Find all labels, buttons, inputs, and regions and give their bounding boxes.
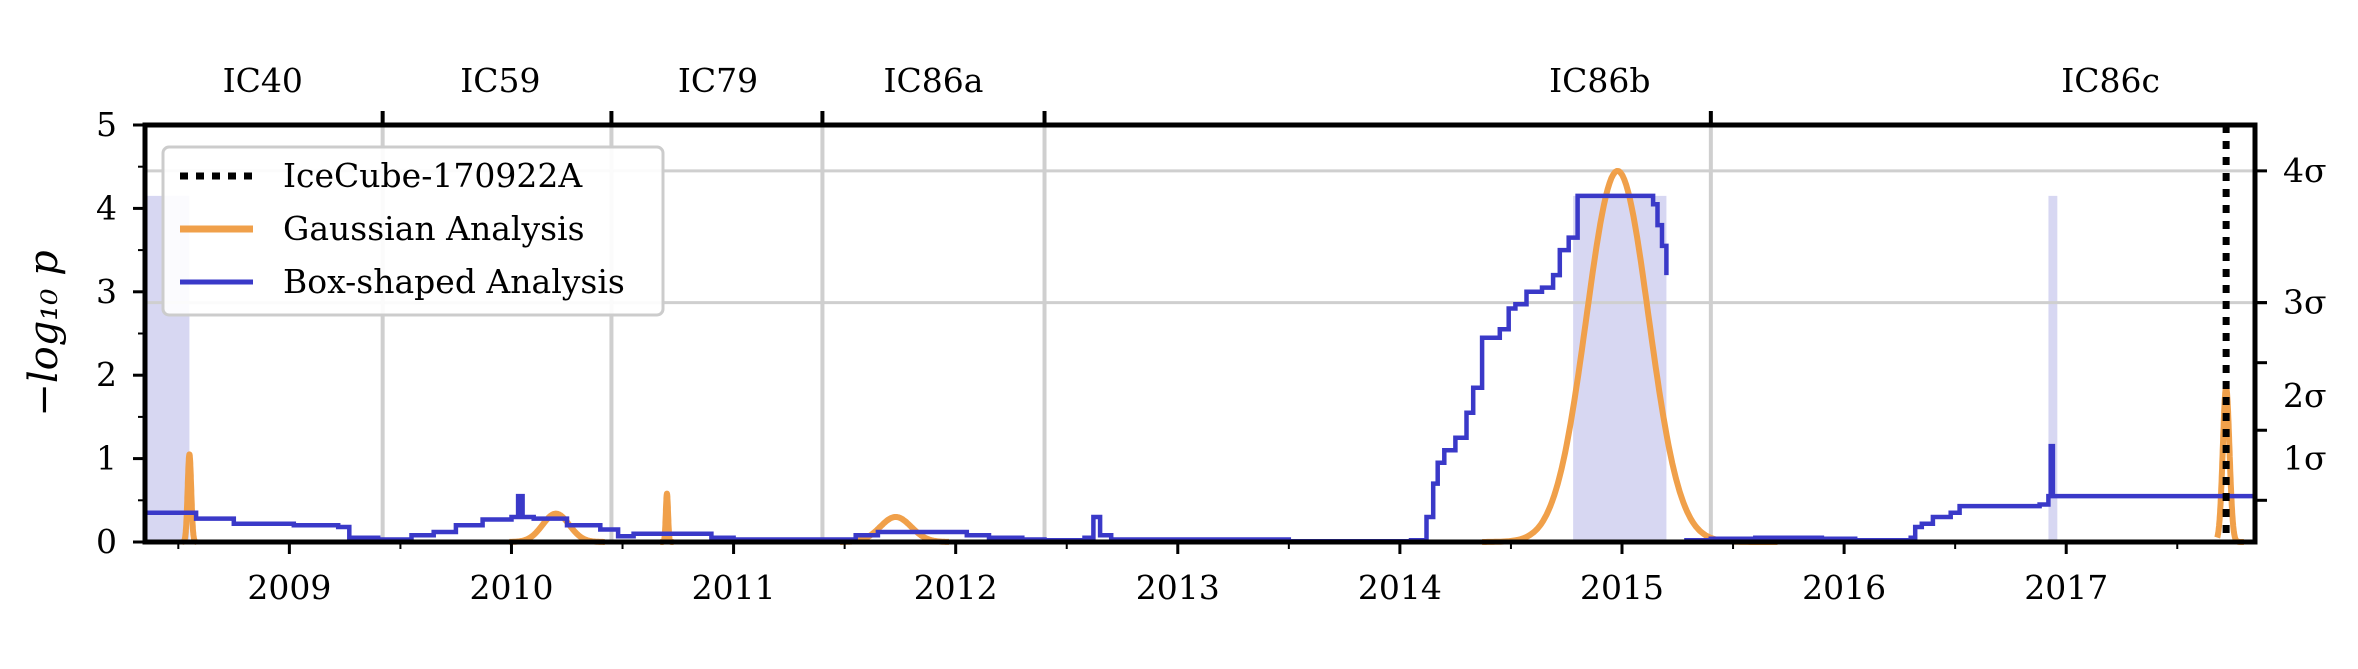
- x-tick-label: 2015: [1580, 568, 1664, 607]
- x-tick-label: 2011: [692, 568, 776, 607]
- y-tick-label: 1: [96, 439, 117, 478]
- y-tick-label: 0: [96, 522, 117, 561]
- x-tick-label: 2010: [469, 568, 553, 607]
- sigma-label: 1σ: [2283, 439, 2327, 478]
- legend-entry-label: Gaussian Analysis: [283, 209, 585, 248]
- x-tick-label: 2013: [1136, 568, 1220, 607]
- sigma-label: 4σ: [2283, 151, 2327, 190]
- x-tick-label: 2012: [914, 568, 998, 607]
- x-tick-label: 2017: [2024, 568, 2108, 607]
- sigma-label: 2σ: [2283, 376, 2327, 415]
- season-label-ic86b: IC86b: [1549, 61, 1650, 100]
- sigma-label: 3σ: [2283, 283, 2327, 322]
- x-tick-label: 2014: [1358, 568, 1442, 607]
- season-label-ic79: IC79: [678, 61, 758, 100]
- season-label-ic59: IC59: [460, 61, 540, 100]
- y-axis-label: −log₁₀ p: [21, 250, 67, 416]
- y-tick-label: 4: [96, 188, 117, 227]
- legend-entry-label: Box-shaped Analysis: [283, 262, 625, 301]
- y-tick-label: 3: [96, 272, 117, 311]
- x-tick-label: 2009: [247, 568, 331, 607]
- x-tick-label: 2016: [1802, 568, 1886, 607]
- season-label-ic40: IC40: [223, 61, 303, 100]
- y-tick-label: 2: [96, 355, 117, 394]
- season-label-ic86c: IC86c: [2061, 61, 2160, 100]
- box-window-1: [1573, 196, 1666, 542]
- legend-entry-label: IceCube-170922A: [283, 156, 583, 195]
- gaussian-curve-5: [2217, 388, 2244, 542]
- season-label-ic86a: IC86a: [883, 61, 983, 100]
- y-tick-label: 5: [96, 105, 117, 144]
